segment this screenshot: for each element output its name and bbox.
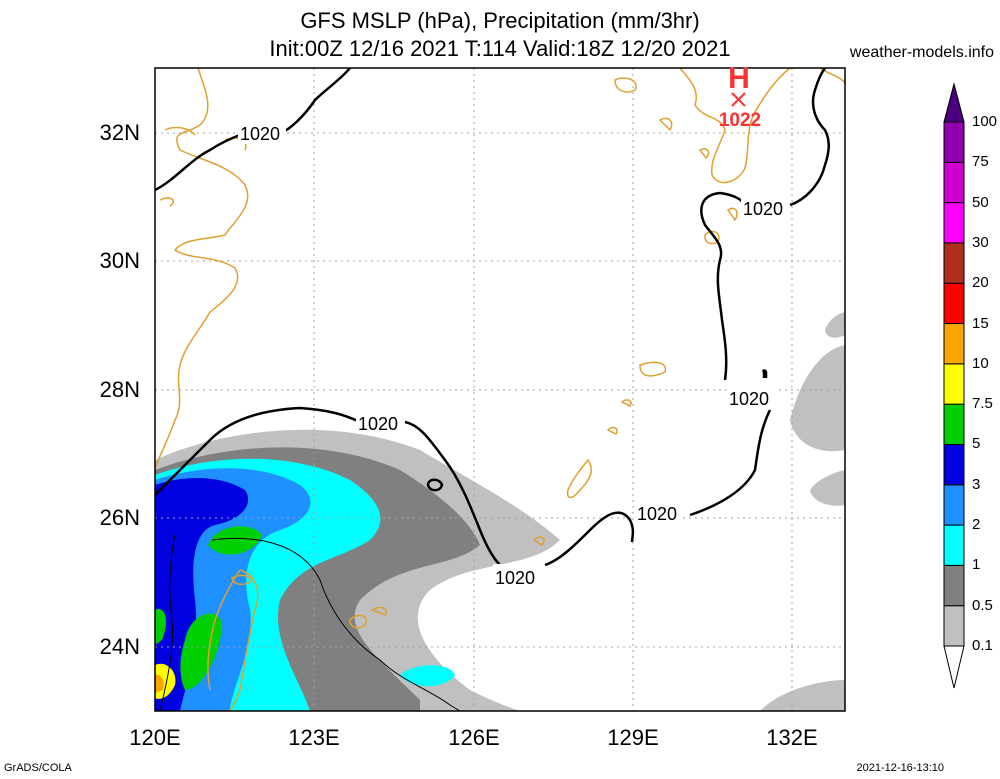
colorbar-label: 0.1 [972, 637, 993, 654]
colorbar-block-0.5 [943, 564, 965, 607]
isobar-1020-e [700, 67, 830, 381]
colorbar-label: 100 [972, 113, 998, 130]
colorbar-label: 30 [972, 233, 989, 251]
colorbar-label: 7.5 [972, 395, 993, 413]
china-coast [154, 67, 249, 469]
map-frame [154, 67, 846, 712]
isobar-label-6: 1020 [743, 199, 783, 219]
title-line-1: GFS MSLP (hPa), Precipitation (mm/3hr) [300, 8, 700, 33]
precip-5-c [155, 609, 166, 645]
isobar-1020-s [544, 409, 772, 567]
isobar-labels: 1020 1020 1020 1020 1020 1020 [238, 120, 789, 588]
colorbar-block-3 [943, 443, 965, 486]
precip-0.1-east2 [825, 312, 845, 338]
lat-label-28n: 28N [99, 377, 140, 402]
colorbar-block-75 [943, 121, 965, 163]
lat-label-24n: 24N [99, 634, 140, 659]
taiwan-small [231, 574, 251, 586]
boundaries [159, 534, 461, 712]
china-outline [159, 534, 176, 712]
isobar-label-5: 1020 [729, 389, 769, 409]
colorbar-block-15 [943, 282, 965, 325]
site-credit: weather-models.info [849, 44, 994, 61]
isobar-label-4: 1020 [637, 504, 677, 524]
taiwan [207, 569, 259, 712]
ryukyu-2 [639, 361, 667, 377]
precipitation-layer [155, 312, 845, 711]
colorbar-block-30 [943, 202, 965, 244]
lat-label-26n: 26N [99, 505, 140, 530]
lat-label-32n: 32N [99, 120, 140, 145]
colorbar-label: 10 [972, 354, 989, 372]
high-cross-icon [731, 92, 746, 107]
colorbar-bottom-arrow [943, 645, 965, 689]
colorbar-label: 5 [972, 435, 981, 453]
isobar-1020-sw [154, 406, 501, 566]
colorbar-block-20 [943, 242, 965, 284]
colorbar-block-2 [943, 484, 965, 526]
high-letter: H [728, 62, 750, 95]
colorbar-label: 75 [972, 153, 989, 171]
ryukyu-3 [532, 399, 632, 546]
ryukyu-4 [349, 606, 387, 629]
precip-1-blob [400, 665, 455, 687]
colorbar-label: 1 [972, 556, 981, 574]
isobars [154, 67, 830, 567]
lon-label-123e: 123E [288, 725, 340, 750]
precip-0.1-east3 [810, 470, 845, 506]
lon-label-120e: 120E [129, 725, 181, 750]
taiwan-outline [211, 537, 461, 712]
japan-kyushu [679, 67, 791, 184]
lon-label-132e: 132E [766, 725, 818, 750]
colorbar-block-10 [943, 323, 965, 365]
footer-timestamp: 2021-12-16-13:10 [856, 762, 944, 774]
precip-0.1-se [760, 680, 845, 711]
footer-credit: GrADS/COLA [4, 762, 72, 774]
precip-3 [155, 478, 249, 711]
precip-0.1-east1 [790, 345, 845, 452]
lat-label-30n: 30N [99, 248, 140, 273]
colorbar-label: 0.5 [972, 596, 993, 614]
isobar-tick [762, 369, 768, 378]
title-line-2: Init:00Z 12/16 2021 T:114 Valid:18Z 12/2… [269, 36, 731, 61]
colorbar-block-0.1 [943, 605, 965, 647]
colorbar-label: 15 [972, 314, 989, 332]
isobar-1020-nw [154, 67, 351, 192]
high-value: 1022 [719, 110, 761, 131]
colorbar-block-50 [943, 161, 965, 204]
colorbar-label: 50 [972, 193, 989, 211]
precip-10 [155, 674, 164, 693]
ryukyu-1 [566, 458, 592, 499]
colorbar-block-5 [943, 403, 965, 445]
colorbar-block-7.5 [943, 363, 965, 405]
colorbar-top-arrow [943, 82, 965, 123]
isobar-label-3: 1020 [495, 568, 535, 588]
japan-islands [614, 77, 710, 160]
isobar-label-1: 1020 [240, 124, 280, 144]
colorbar-block-1 [943, 524, 965, 566]
isobar-small-loop [426, 478, 444, 492]
high-pressure-center: H 1022 [719, 62, 761, 131]
lon-label-126e: 126E [448, 725, 500, 750]
colorbar [943, 82, 965, 689]
coastlines [154, 67, 846, 712]
colorbar-label: 3 [972, 475, 981, 493]
precip-5-a [208, 526, 262, 555]
colorbar-label: 20 [972, 274, 989, 292]
lon-label-129e: 129E [607, 725, 659, 750]
isobar-label-2: 1020 [358, 414, 398, 434]
colorbar-label: 2 [972, 516, 981, 534]
